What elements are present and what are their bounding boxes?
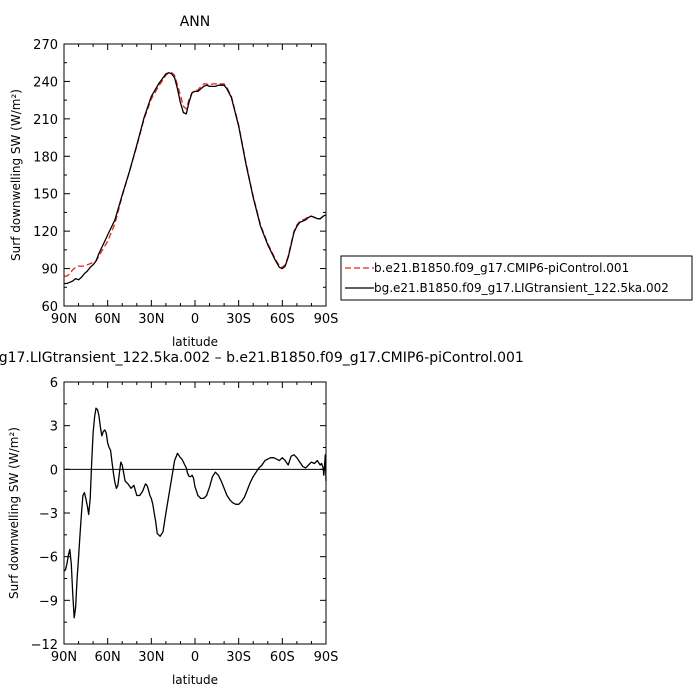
bottom-plot-frame bbox=[63, 381, 327, 645]
bottom-y-tick-label: 6 bbox=[50, 376, 58, 391]
bottom-y-tick-label: −9 bbox=[39, 594, 58, 609]
bottom-x-tick-label: 0 bbox=[191, 650, 199, 665]
top-x-tick-label: 0 bbox=[191, 312, 199, 327]
top-y-tick-label: 120 bbox=[33, 225, 58, 240]
panel-bottom: bg.e21.B1850.f09_g17.LIGtransient_122.5k… bbox=[0, 350, 524, 687]
top-y-tick-label: 210 bbox=[33, 113, 58, 128]
top-y-tick-label: 240 bbox=[33, 75, 58, 90]
bottom-series-line-0 bbox=[63, 407, 327, 619]
bottom-y-axis-label: Surf downwelling SW (W/m²) bbox=[7, 427, 21, 599]
top-x-tick-label: 30S bbox=[226, 312, 251, 327]
legend-label-control: b.e21.B1850.f09_g17.CMIP6-piControl.001 bbox=[374, 261, 629, 275]
top-x-tick-label: 90N bbox=[51, 312, 77, 327]
top-x-tick-label: 90S bbox=[314, 312, 339, 327]
bottom-x-tick-label: 30S bbox=[226, 650, 251, 665]
bottom-chart-title: bg.e21.B1850.f09_g17.LIGtransient_122.5k… bbox=[0, 350, 524, 366]
legend-box bbox=[340, 255, 693, 301]
top-y-tick-label: 150 bbox=[33, 188, 58, 203]
bottom-x-tick-label: 90N bbox=[51, 650, 77, 665]
top-x-tick-label: 60N bbox=[95, 312, 121, 327]
bottom-x-tick-label: 60N bbox=[95, 650, 121, 665]
top-y-axis-label: Surf downwelling SW (W/m²) bbox=[9, 89, 23, 261]
legend-label-lig: bg.e21.B1850.f09_g17.LIGtransient_122.5k… bbox=[374, 281, 669, 295]
top-y-tick-label: 90 bbox=[41, 263, 58, 278]
top-plot-frame bbox=[63, 43, 327, 307]
bottom-x-tick-label: 60S bbox=[270, 650, 295, 665]
bottom-x-tick-label: 30N bbox=[138, 650, 164, 665]
bottom-y-tick-label: 3 bbox=[50, 420, 58, 435]
legend: b.e21.B1850.f09_g17.CMIP6-piControl.001 … bbox=[340, 255, 693, 301]
bottom-y-tick-label: 0 bbox=[50, 463, 58, 478]
bottom-x-axis-label: latitude bbox=[172, 673, 218, 687]
bottom-y-tick-label: −12 bbox=[31, 638, 58, 653]
top-y-tick-label: 180 bbox=[33, 150, 58, 165]
bottom-y-tick-label: −6 bbox=[39, 551, 58, 566]
top-chart-title: ANN bbox=[180, 14, 211, 30]
top-x-axis-label: latitude bbox=[172, 335, 218, 349]
top-x-tick-label: 30N bbox=[138, 312, 164, 327]
top-y-tick-label: 60 bbox=[41, 300, 58, 315]
top-series-line-1 bbox=[64, 72, 327, 285]
bottom-y-tick-label: −3 bbox=[39, 507, 58, 522]
panel-top: ANN 90N 60N 30N 0 30S 60S 90S 60 90 120 150 180 210 2… bbox=[9, 14, 693, 349]
top-y-tick-label: 270 bbox=[33, 38, 58, 53]
top-x-tick-label: 60S bbox=[270, 312, 295, 327]
bottom-x-tick-label: 90S bbox=[314, 650, 339, 665]
